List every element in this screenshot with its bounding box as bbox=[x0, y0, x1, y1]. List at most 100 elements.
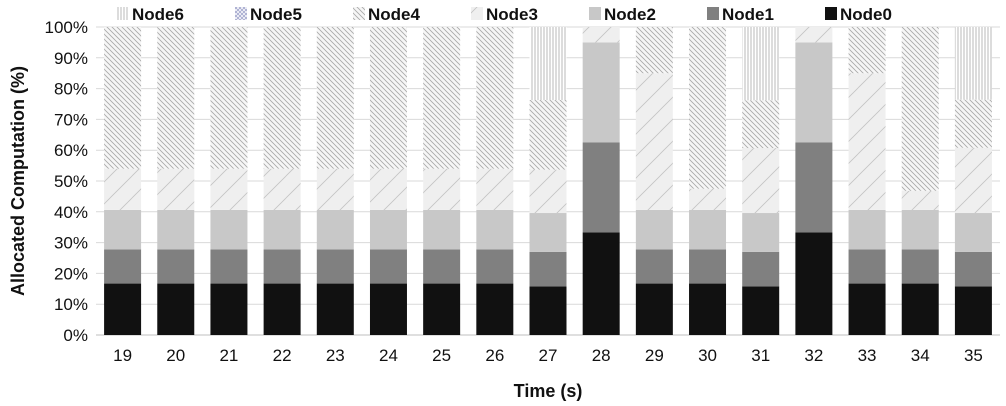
bars bbox=[104, 27, 992, 335]
bar-segment-node1-t31 bbox=[742, 251, 780, 287]
y-tick-label: 20% bbox=[54, 264, 88, 283]
bar-segment-node2-t30 bbox=[689, 209, 727, 250]
x-tick-label: 33 bbox=[858, 346, 877, 365]
bar-segment-node4-t27 bbox=[529, 99, 567, 170]
bar-segment-node0-t25 bbox=[423, 283, 461, 335]
y-axis-ticks: 0% 10% 20% 30% 40% 50% 60% 70% 80% 90% 100% bbox=[45, 18, 88, 345]
bar-segment-node4-t21 bbox=[210, 27, 248, 169]
bar-segment-node3-t35 bbox=[954, 147, 992, 214]
bar-segment-node0-t34 bbox=[901, 283, 939, 335]
bar-segment-node0-t32 bbox=[795, 232, 833, 335]
legend-swatch-node1 bbox=[707, 7, 719, 20]
x-tick-label: 32 bbox=[804, 346, 823, 365]
x-tick-label: 31 bbox=[751, 346, 770, 365]
bar-segment-node2-t35 bbox=[954, 213, 992, 252]
y-tick-label: 30% bbox=[54, 234, 88, 253]
bar-segment-node4-t35 bbox=[954, 99, 992, 148]
bar-segment-node1-t27 bbox=[529, 251, 567, 287]
bar-segment-node1-t20 bbox=[157, 249, 195, 284]
bar-segment-node3-t19 bbox=[104, 168, 142, 210]
bar-segment-node4-t22 bbox=[263, 27, 301, 169]
bar-segment-node1-t22 bbox=[263, 249, 301, 284]
y-tick-label: 100% bbox=[45, 18, 88, 37]
legend-label-node3: Node3 bbox=[486, 5, 538, 24]
bar-segment-node2-t32 bbox=[795, 42, 833, 143]
bar-segment-node4-t30 bbox=[689, 27, 727, 189]
y-tick-label: 60% bbox=[54, 141, 88, 160]
bar-segment-node6-t31 bbox=[742, 27, 780, 101]
bar-segment-node0-t30 bbox=[689, 283, 727, 335]
bar-segment-node1-t24 bbox=[369, 249, 407, 284]
legend-label-node5: Node5 bbox=[250, 5, 302, 24]
bar-segment-node3-t28 bbox=[582, 27, 620, 43]
x-tick-label: 23 bbox=[326, 346, 345, 365]
bar-segment-node2-t22 bbox=[263, 209, 301, 250]
bar-segment-node3-t27 bbox=[529, 169, 567, 214]
bar-segment-node1-t35 bbox=[954, 251, 992, 287]
bar-segment-node1-t30 bbox=[689, 249, 727, 284]
bar-segment-node3-t22 bbox=[263, 168, 301, 210]
x-tick-label: 22 bbox=[273, 346, 292, 365]
bar-segment-node2-t19 bbox=[104, 209, 142, 250]
x-tick-label: 25 bbox=[432, 346, 451, 365]
bar-segment-node0-t33 bbox=[848, 283, 886, 335]
bar-segment-node3-t29 bbox=[635, 73, 673, 210]
bar-segment-node1-t21 bbox=[210, 249, 248, 284]
bar-segment-node3-t30 bbox=[689, 188, 727, 210]
bar-segment-node2-t21 bbox=[210, 209, 248, 250]
x-tick-label: 21 bbox=[219, 346, 238, 365]
legend-swatch-node4 bbox=[353, 7, 365, 20]
bar-segment-node3-t34 bbox=[901, 190, 939, 210]
legend-label-node0: Node0 bbox=[840, 5, 892, 24]
x-axis-ticks: 19 20 21 22 23 24 25 26 27 28 29 30 31 32 33 34 35 bbox=[113, 346, 983, 365]
bar-segment-node3-t31 bbox=[742, 148, 780, 214]
y-tick-label: 40% bbox=[54, 203, 88, 222]
y-tick-label: 90% bbox=[54, 49, 88, 68]
bar-segment-node0-t19 bbox=[104, 283, 142, 335]
bar-segment-node2-t23 bbox=[316, 209, 354, 250]
bar-segment-node1-t28 bbox=[582, 142, 620, 233]
legend-swatch-node6 bbox=[117, 7, 129, 20]
bar-segment-node0-t27 bbox=[529, 286, 567, 335]
bar-segment-node1-t19 bbox=[104, 249, 142, 284]
bar-segment-node2-t26 bbox=[476, 209, 514, 250]
legend-swatch-node0 bbox=[825, 7, 837, 20]
x-tick-label: 19 bbox=[113, 346, 132, 365]
bar-segment-node0-t26 bbox=[476, 283, 514, 335]
bar-segment-node1-t25 bbox=[423, 249, 461, 284]
bar-segment-node1-t32 bbox=[795, 142, 833, 233]
bar-segment-node3-t24 bbox=[369, 168, 407, 210]
x-tick-label: 26 bbox=[485, 346, 504, 365]
bar-segment-node4-t23 bbox=[316, 27, 354, 169]
bar-segment-node2-t34 bbox=[901, 209, 939, 250]
legend-label-node2: Node2 bbox=[604, 5, 656, 24]
y-axis-title: Allocated Computation (%) bbox=[8, 66, 28, 296]
bar-segment-node1-t26 bbox=[476, 249, 514, 284]
bar-segment-node4-t25 bbox=[423, 27, 461, 169]
bar-segment-node6-t27 bbox=[529, 27, 567, 100]
bar-segment-node2-t27 bbox=[529, 213, 567, 252]
bar-segment-node0-t21 bbox=[210, 283, 248, 335]
bar-segment-node4-t29 bbox=[635, 27, 673, 74]
x-tick-label: 28 bbox=[592, 346, 611, 365]
bar-segment-node2-t25 bbox=[423, 209, 461, 250]
bar-segment-node4-t20 bbox=[157, 27, 195, 169]
x-tick-label: 24 bbox=[379, 346, 398, 365]
bar-segment-node0-t31 bbox=[742, 286, 780, 335]
bar-segment-node2-t31 bbox=[742, 213, 780, 252]
bar-segment-node1-t33 bbox=[848, 249, 886, 284]
bar-segment-node4-t26 bbox=[476, 27, 514, 169]
bar-segment-node3-t32 bbox=[795, 27, 833, 43]
bar-segment-node3-t23 bbox=[316, 168, 354, 210]
bar-segment-node3-t33 bbox=[848, 73, 886, 210]
x-tick-label: 35 bbox=[964, 346, 983, 365]
bar-segment-node4-t19 bbox=[104, 27, 142, 169]
x-tick-label: 20 bbox=[166, 346, 185, 365]
bar-segment-node0-t24 bbox=[369, 283, 407, 335]
x-tick-label: 34 bbox=[911, 346, 930, 365]
bar-segment-node2-t24 bbox=[369, 209, 407, 250]
bar-segment-node0-t28 bbox=[582, 232, 620, 335]
y-tick-label: 70% bbox=[54, 110, 88, 129]
bar-segment-node4-t34 bbox=[901, 27, 939, 191]
legend: Node6 Node5 Node4 Node3 Node2 Node1 Node0 bbox=[117, 5, 892, 24]
